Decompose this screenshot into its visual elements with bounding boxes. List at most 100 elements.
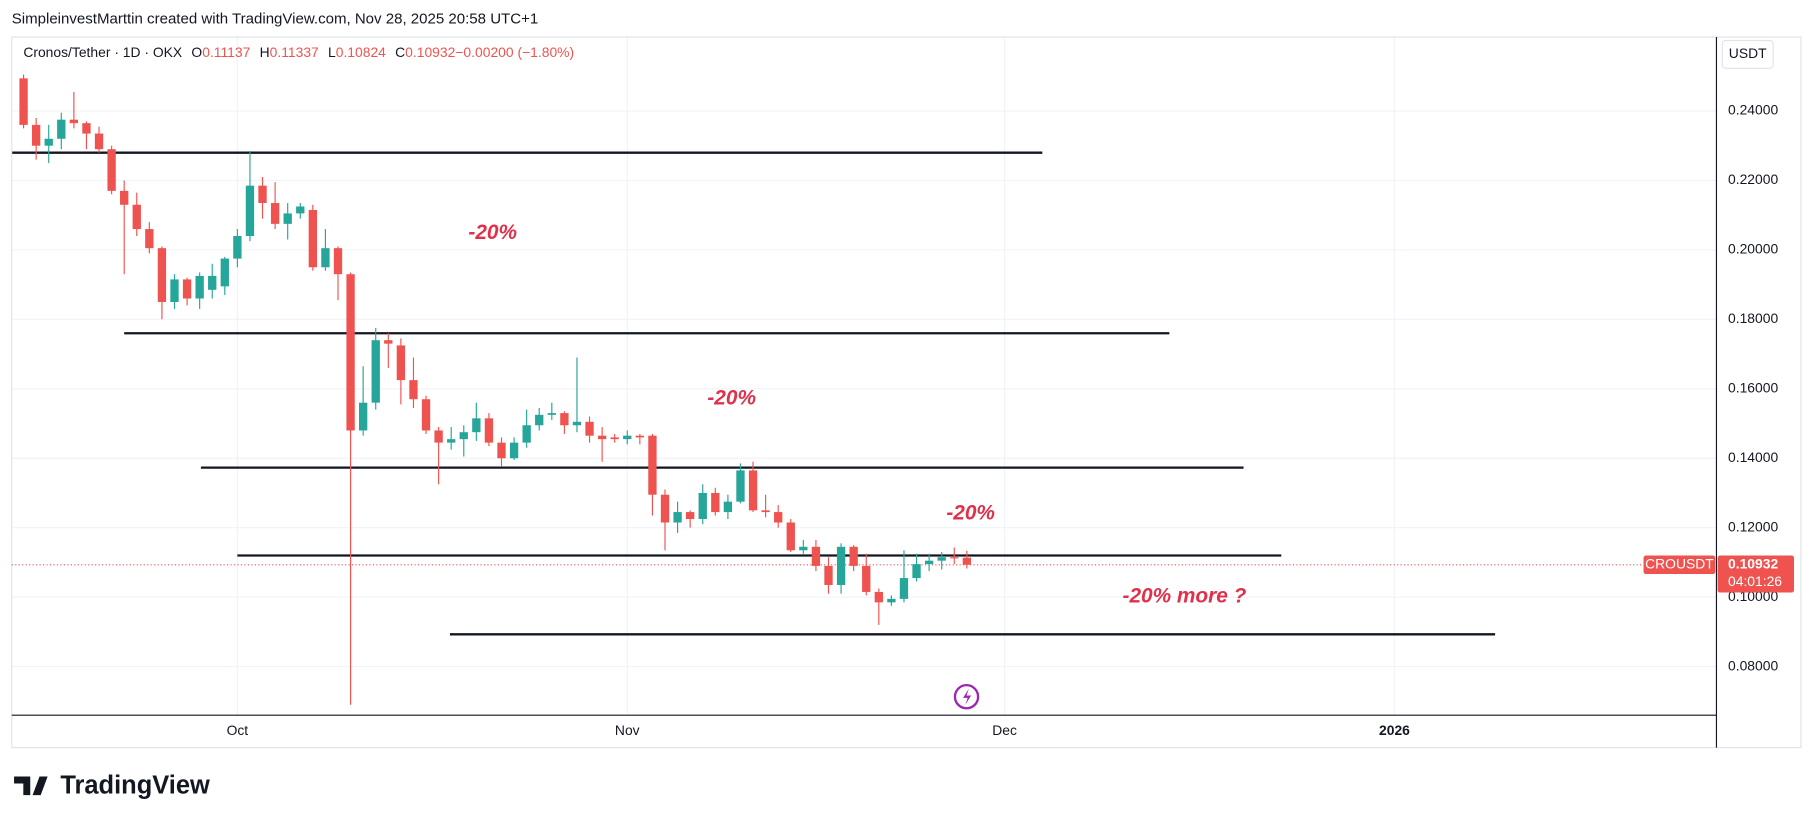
candle-body: [887, 598, 896, 603]
legend: Cronos/Tether · 1D · OKX O0.11137 H0.11337…: [23, 44, 574, 60]
y-tick-label: 0.16000: [1728, 379, 1778, 395]
candle-body: [509, 442, 519, 459]
header: SimpleinvestMarttin created with Trading…: [12, 11, 539, 28]
annotation: -20%: [468, 221, 517, 244]
candle-body: [560, 413, 569, 426]
candle-body: [258, 185, 267, 204]
candle-body: [799, 546, 808, 551]
grid: [11, 37, 1717, 716]
candle-body: [170, 279, 179, 302]
replay-icon[interactable]: [953, 683, 980, 710]
candle-body: [82, 123, 91, 134]
candle-body: [522, 425, 531, 443]
candle-body: [308, 209, 318, 268]
legend-title: Cronos/Tether · 1D · OKX: [23, 44, 182, 60]
x-tick-label: Nov: [615, 722, 640, 738]
candle-body: [447, 439, 456, 443]
candle-body: [660, 494, 670, 523]
currency-box[interactable]: [1721, 39, 1774, 69]
y-tick-label: 0.24000: [1728, 102, 1778, 118]
candle-body: [648, 435, 657, 495]
candle-body: [195, 275, 204, 299]
legend-key: C: [395, 44, 405, 60]
symbol-label: CROUSDT: [1645, 555, 1714, 571]
x-tick-label: 2026: [1379, 722, 1410, 738]
candle-body: [321, 248, 330, 268]
candle-body: [484, 418, 494, 443]
candle-body: [208, 275, 217, 290]
brand: TradingView: [60, 772, 210, 800]
candle-body: [547, 413, 556, 415]
annotation: -20% more ?: [1123, 585, 1247, 608]
candle-body: [836, 546, 846, 585]
annotation: -20%: [707, 387, 756, 410]
candle-body: [434, 430, 443, 443]
legend-value: 0.10824: [336, 44, 386, 60]
candle-body: [245, 185, 255, 237]
candle-body: [761, 510, 770, 513]
price-box: [1717, 555, 1794, 593]
annotation: -20%: [946, 501, 995, 524]
candle-body: [874, 591, 883, 603]
candle-body: [572, 421, 582, 426]
y-tick-label: 0.18000: [1728, 310, 1778, 326]
candle-body: [849, 546, 858, 566]
candle-body: [31, 124, 41, 146]
y-tick-label: 0.14000: [1728, 449, 1778, 465]
x-tick-label: Dec: [992, 722, 1017, 738]
candle-body: [535, 414, 544, 426]
candle-body: [497, 442, 506, 459]
candle-body: [912, 564, 921, 579]
candle-body: [120, 190, 129, 205]
candle-body: [296, 206, 305, 214]
candle-body: [157, 248, 167, 302]
candle-body: [899, 578, 909, 599]
candle-body: [220, 258, 229, 287]
candle-body: [409, 380, 418, 400]
candle-body: [585, 421, 594, 436]
currency[interactable]: USDT: [1729, 45, 1767, 61]
candle-body: [962, 557, 972, 565]
x-tick-label: Oct: [227, 722, 249, 738]
candle-body: [94, 133, 104, 150]
legend-value: −0.00200 (−1.80%): [455, 44, 574, 60]
candle-body: [673, 512, 682, 523]
candle-body: [182, 279, 192, 299]
candle-body: [824, 565, 833, 585]
candle-body: [748, 470, 758, 511]
candle-body: [736, 470, 745, 502]
frame: [11, 36, 1802, 749]
legend-value: 0.11337: [270, 44, 319, 60]
candle-body: [685, 512, 695, 520]
candle-body: [19, 78, 28, 125]
candle-body: [635, 435, 645, 438]
candle-body: [233, 236, 242, 259]
candle-body: [371, 340, 380, 403]
legend-key: H: [260, 44, 270, 60]
candle-body: [723, 501, 733, 513]
candle-body: [862, 565, 871, 592]
candle-body: [472, 418, 481, 433]
candle-body: [384, 340, 393, 344]
candle-body: [396, 345, 406, 381]
candle-body: [270, 203, 280, 224]
candle-body: [421, 399, 431, 431]
y-tick-label: 0.22000: [1728, 171, 1778, 187]
legend-key: O: [191, 44, 202, 60]
y-tick-label: 0.20000: [1728, 241, 1778, 257]
candle-body: [950, 557, 959, 559]
candle-body: [145, 229, 154, 249]
legend-value: 0.10932: [405, 44, 455, 60]
candle-body: [610, 437, 619, 440]
legend-key: L: [328, 44, 336, 60]
countdown: 04:01:26: [1728, 573, 1782, 589]
candle-body: [937, 557, 946, 561]
candle-body: [132, 204, 141, 230]
candle-body: [711, 492, 720, 513]
y-tick-label: 0.08000: [1728, 657, 1778, 673]
candle-body: [107, 149, 116, 191]
candle-body: [57, 119, 66, 139]
candle-body: [283, 213, 292, 224]
